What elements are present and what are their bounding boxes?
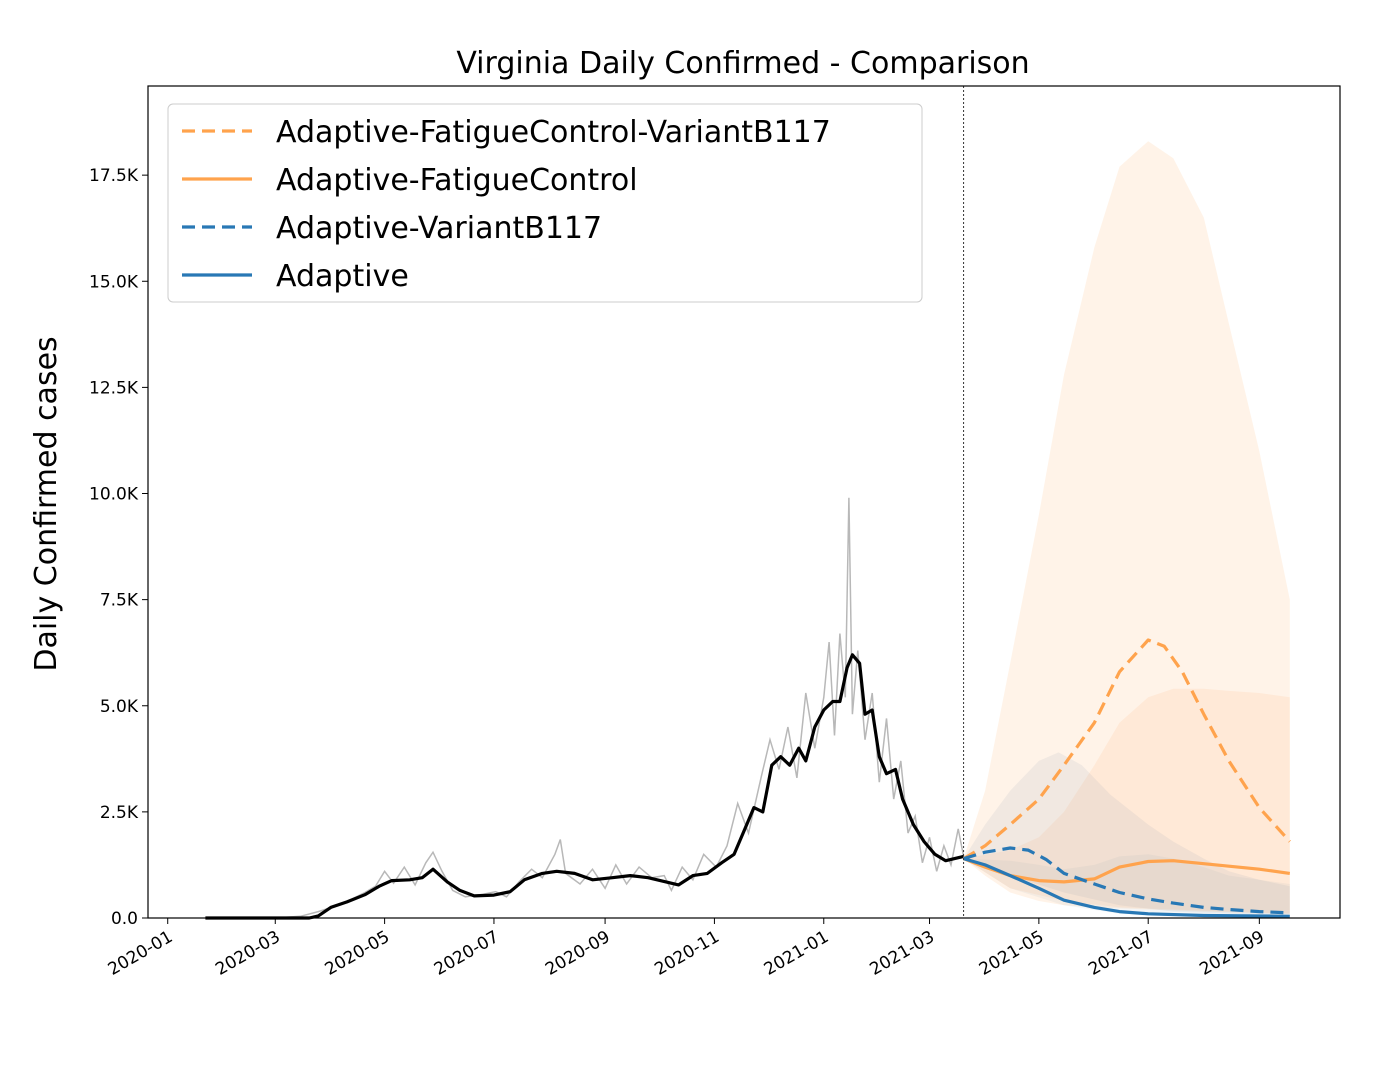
x-tick-label: 2020-05	[322, 927, 394, 980]
y-tick-label: 0.0	[111, 909, 138, 929]
band-adaptive-fatiguecontrol-variantb117	[963, 141, 1290, 914]
y-tick-label: 7.5K	[100, 591, 139, 611]
x-tick-label: 2020-01	[105, 927, 177, 980]
legend-label: Adaptive-FatigueControl	[276, 163, 638, 198]
y-tick-label: 17.5K	[89, 166, 139, 186]
y-tick-label: 12.5K	[89, 378, 139, 398]
series-line-adaptive-variantb117	[963, 846, 1290, 915]
plot-area	[205, 86, 1291, 920]
x-tick-label: 2021-09	[1196, 927, 1268, 980]
legend-box	[167, 103, 923, 303]
y-tick-label: 10.0K	[89, 485, 139, 505]
x-tick-label: 2021-05	[976, 927, 1048, 980]
x-tick-label: 2020-09	[542, 927, 614, 980]
chart-title: Virginia Daily Confirmed - Comparison	[456, 46, 1029, 81]
x-tick-label: 2020-11	[651, 927, 723, 980]
x-tick-label: 2021-07	[1085, 927, 1157, 980]
observed-smoothed-line	[205, 653, 964, 920]
y-tick-label: 5.0K	[100, 697, 139, 717]
band-adaptive	[963, 854, 1290, 918]
x-tick-label: 2021-03	[867, 927, 939, 980]
y-tick-label: 2.5K	[100, 803, 139, 823]
legend: Adaptive-FatigueControl-VariantB117 Adapt…	[167, 103, 923, 303]
legend-label: Adaptive-FatigueControl-VariantB117	[276, 115, 831, 150]
x-tick-label: 2020-03	[212, 927, 284, 980]
x-tick-label: 2020-07	[431, 927, 503, 980]
plot-frame	[147, 85, 1341, 919]
y-tick-label: 15.0K	[89, 272, 139, 292]
legend-label: Adaptive-VariantB117	[276, 211, 602, 246]
series-line-adaptive-fatiguecontrol-variantb117	[962, 638, 1291, 860]
series-line-adaptive	[963, 857, 1290, 918]
y-axis-label: Daily Confirmed cases	[29, 336, 64, 671]
legend-label: Adaptive	[276, 259, 409, 294]
observed-daily-line	[205, 497, 965, 919]
x-tick-label: 2021-01	[761, 927, 833, 980]
